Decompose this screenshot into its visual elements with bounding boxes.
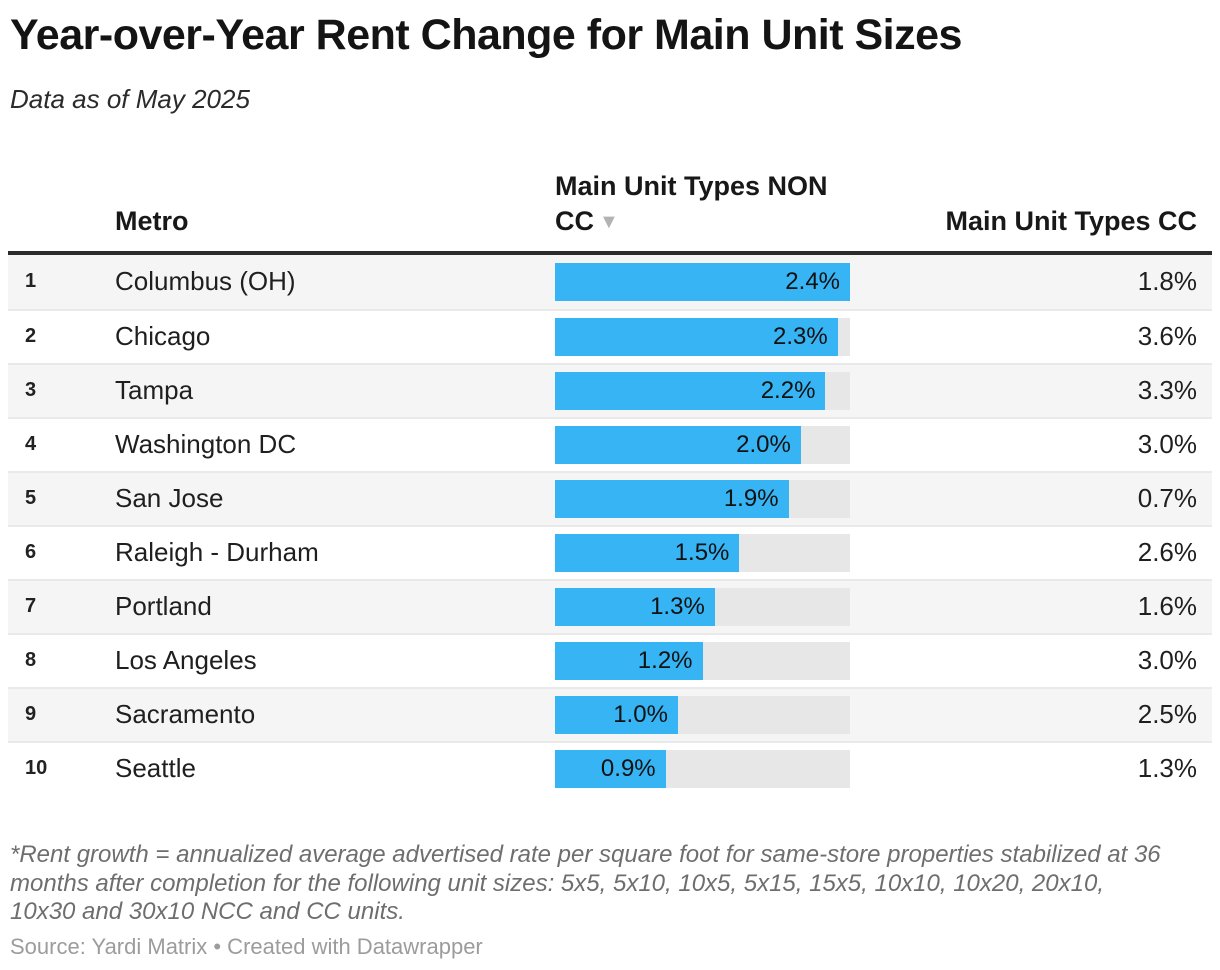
row-bar-cell: 2.2% bbox=[555, 365, 850, 417]
bar-non-cc: 1.5% bbox=[555, 533, 740, 572]
bar-value-label: 1.9% bbox=[723, 484, 779, 512]
row-metro: Portland bbox=[115, 591, 212, 622]
sort-descending-icon[interactable]: ▼ bbox=[599, 210, 619, 233]
bar-track: 2.4% bbox=[555, 262, 850, 301]
table-header-row: Metro Main Unit Types NON CC ▼ Main Unit … bbox=[8, 115, 1212, 255]
row-bar-cell: 1.5% bbox=[555, 527, 850, 579]
row-rank: 7 bbox=[25, 595, 37, 618]
row-metro: Washington DC bbox=[115, 429, 297, 460]
bar-track: 2.0% bbox=[555, 425, 850, 464]
bar-non-cc: 1.9% bbox=[555, 479, 789, 518]
bar-value-label: 1.2% bbox=[637, 646, 693, 674]
page-title: Year-over-Year Rent Change for Main Unit… bbox=[10, 11, 962, 59]
bar-track: 2.3% bbox=[555, 317, 850, 356]
rent-change-table: Metro Main Unit Types NON CC ▼ Main Unit … bbox=[8, 115, 1212, 795]
row-rank: 10 bbox=[25, 757, 48, 780]
row-bar-cell: 1.9% bbox=[555, 473, 850, 525]
table-row: 8 Los Angeles 1.2% 3.0% bbox=[8, 632, 1212, 687]
bar-non-cc: 2.4% bbox=[555, 262, 850, 301]
bar-non-cc: 2.0% bbox=[555, 425, 801, 464]
column-header-non-cc-label: Main Unit Types NON CC bbox=[555, 170, 828, 236]
bar-value-label: 2.0% bbox=[736, 430, 791, 458]
row-metro: Los Angeles bbox=[115, 645, 257, 676]
bar-track: 2.2% bbox=[555, 371, 850, 410]
bar-non-cc: 1.2% bbox=[555, 641, 703, 680]
row-cc-value: 0.7% bbox=[1137, 483, 1197, 514]
table-row: 1 Columbus (OH) 2.4% 1.8% bbox=[8, 254, 1212, 309]
table-row: 5 San Jose 1.9% 0.7% bbox=[8, 470, 1212, 525]
bar-value-label: 2.4% bbox=[785, 267, 840, 295]
row-cc-value: 2.6% bbox=[1137, 537, 1197, 568]
row-metro: Columbus (OH) bbox=[115, 266, 296, 297]
row-metro: Tampa bbox=[115, 375, 194, 406]
column-header-metro[interactable]: Metro bbox=[115, 205, 189, 236]
table-row: 3 Tampa 2.2% 3.3% bbox=[8, 362, 1212, 417]
bar-non-cc: 0.9% bbox=[555, 749, 666, 788]
bar-track: 1.9% bbox=[555, 479, 850, 518]
row-bar-cell: 1.0% bbox=[555, 689, 850, 741]
row-metro: San Jose bbox=[115, 483, 224, 514]
chart-subtitle: Data as of May 2025 bbox=[10, 84, 250, 114]
row-cc-value: 3.0% bbox=[1137, 645, 1197, 676]
column-header-cc[interactable]: Main Unit Types CC bbox=[945, 205, 1197, 236]
row-bar-cell: 2.0% bbox=[555, 419, 850, 471]
row-bar-cell: 0.9% bbox=[555, 743, 850, 795]
row-rank: 6 bbox=[25, 541, 37, 564]
bar-track: 1.0% bbox=[555, 695, 850, 734]
table-row: 2 Chicago 2.3% 3.6% bbox=[8, 308, 1212, 363]
table-row: 4 Washington DC 2.0% 3.0% bbox=[8, 416, 1212, 471]
bar-track: 1.5% bbox=[555, 533, 850, 572]
bar-track: 1.3% bbox=[555, 587, 850, 626]
row-rank: 1 bbox=[25, 270, 37, 293]
row-cc-value: 1.6% bbox=[1137, 591, 1197, 622]
row-cc-value: 1.3% bbox=[1137, 753, 1197, 784]
source-attribution: Source: Yardi Matrix • Created with Data… bbox=[10, 934, 483, 960]
row-rank: 4 bbox=[25, 433, 37, 456]
row-bar-cell: 2.3% bbox=[555, 311, 850, 363]
row-metro: Seattle bbox=[115, 753, 196, 784]
bar-value-label: 0.9% bbox=[600, 754, 656, 782]
bar-non-cc: 1.0% bbox=[555, 695, 678, 734]
row-cc-value: 1.8% bbox=[1137, 266, 1197, 297]
bar-non-cc: 2.2% bbox=[555, 371, 826, 410]
table-row: 7 Portland 1.3% 1.6% bbox=[8, 578, 1212, 633]
row-metro: Sacramento bbox=[115, 699, 256, 730]
bar-non-cc: 2.3% bbox=[555, 317, 838, 356]
row-rank: 8 bbox=[25, 649, 37, 672]
row-cc-value: 3.0% bbox=[1137, 429, 1197, 460]
row-rank: 2 bbox=[25, 325, 37, 348]
footnote-text: *Rent growth = annualized average advert… bbox=[10, 840, 1161, 926]
bar-value-label: 2.3% bbox=[773, 322, 828, 350]
table-row: 10 Seattle 0.9% 1.3% bbox=[8, 740, 1212, 795]
row-rank: 3 bbox=[25, 379, 37, 402]
bar-non-cc: 1.3% bbox=[555, 587, 715, 626]
row-cc-value: 3.3% bbox=[1137, 375, 1197, 406]
bar-value-label: 1.5% bbox=[674, 538, 730, 566]
row-rank: 9 bbox=[25, 703, 37, 726]
row-metro: Chicago bbox=[115, 321, 211, 352]
row-cc-value: 2.5% bbox=[1137, 699, 1197, 730]
bar-value-label: 1.0% bbox=[613, 700, 668, 728]
table-row: 6 Raleigh - Durham 1.5% 2.6% bbox=[8, 524, 1212, 579]
bar-track: 1.2% bbox=[555, 641, 850, 680]
row-rank: 5 bbox=[25, 487, 37, 510]
bar-value-label: 2.2% bbox=[760, 376, 816, 404]
column-header-non-cc[interactable]: Main Unit Types NON CC ▼ bbox=[555, 169, 850, 239]
row-cc-value: 3.6% bbox=[1137, 321, 1197, 352]
bar-track: 0.9% bbox=[555, 749, 850, 788]
row-bar-cell: 1.2% bbox=[555, 635, 850, 687]
row-metro: Raleigh - Durham bbox=[115, 537, 319, 568]
row-bar-cell: 2.4% bbox=[555, 255, 850, 309]
bar-value-label: 1.3% bbox=[650, 592, 705, 620]
table-row: 9 Sacramento 1.0% 2.5% bbox=[8, 686, 1212, 741]
row-bar-cell: 1.3% bbox=[555, 581, 850, 633]
